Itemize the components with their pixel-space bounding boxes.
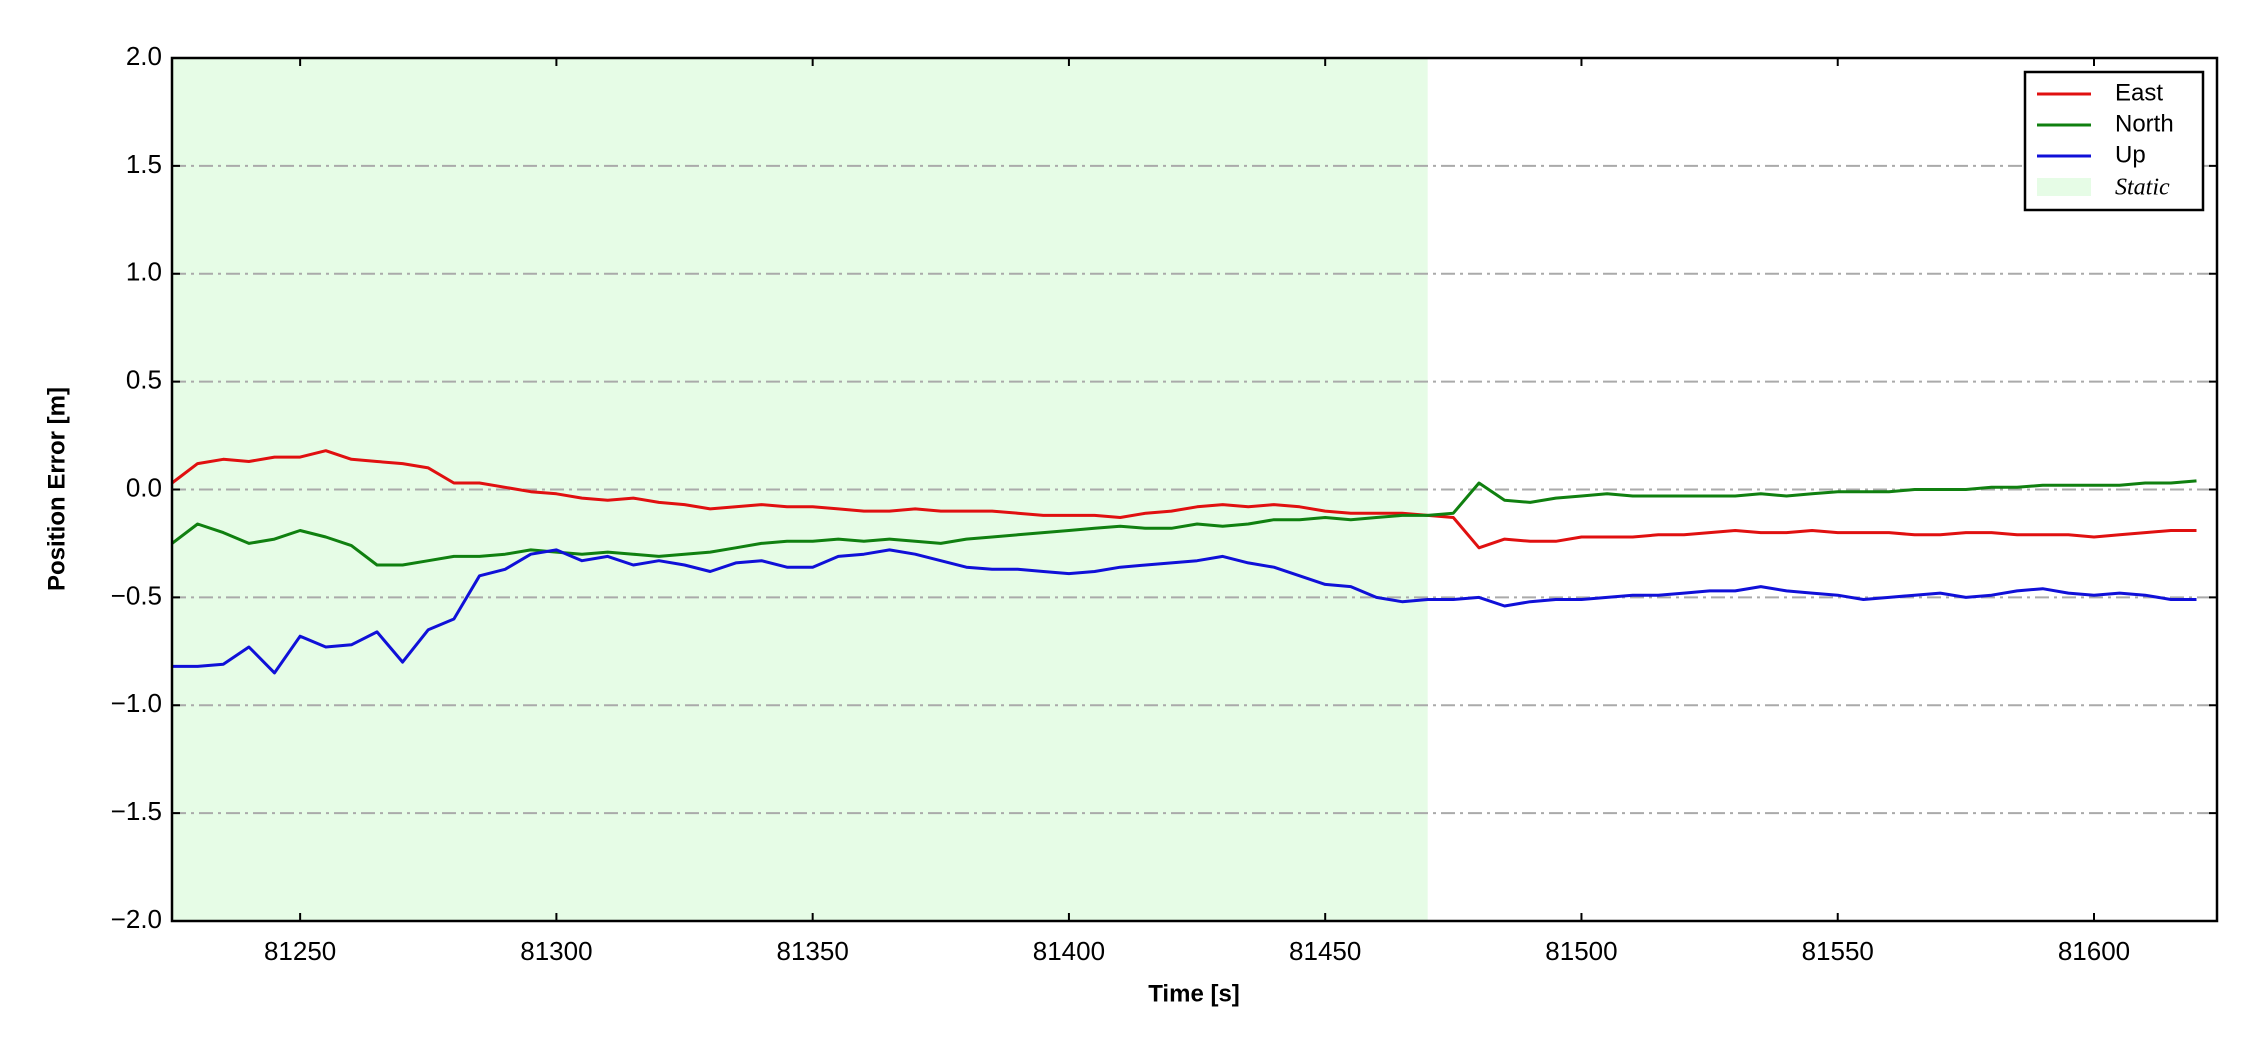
plot-frame: [170, 56, 2219, 923]
x-tick-label: 81600: [2058, 936, 2130, 966]
y-tick-label: −1.5: [111, 796, 162, 826]
x-tick-label: 81350: [777, 936, 849, 966]
y-tick-label: −2.0: [111, 904, 162, 934]
y-axis-label: Position Error [m]: [43, 387, 70, 591]
x-tick-label: 81550: [1802, 936, 1874, 966]
y-tick-label: 1.5: [126, 149, 162, 179]
legend-label: East: [2115, 79, 2163, 106]
legend-label: Static: [2115, 175, 2170, 201]
x-axis-label: Time [s]: [1148, 980, 1240, 1007]
x-tick-label: 81400: [1033, 936, 1105, 966]
x-tick-label: 81450: [1289, 936, 1361, 966]
legend-label: North: [2115, 110, 2174, 137]
y-tick-label: −0.5: [111, 580, 162, 610]
x-tick-label: 81250: [264, 936, 336, 966]
y-tick-label: −1.0: [111, 688, 162, 718]
series-line: [171, 449, 2197, 550]
y-tick-label: 1.0: [126, 257, 162, 287]
legend-swatch: [2037, 178, 2091, 196]
series-line: [172, 548, 2197, 675]
y-tick-label: 0.0: [126, 472, 162, 502]
legend-label: Up: [2115, 141, 2146, 168]
x-tick-label: 81500: [1545, 936, 1617, 966]
y-tick-label: 0.5: [126, 365, 162, 395]
y-tick-label: 2.0: [126, 41, 162, 71]
series-line: [171, 479, 2197, 567]
x-tick-label: 81300: [520, 936, 592, 966]
